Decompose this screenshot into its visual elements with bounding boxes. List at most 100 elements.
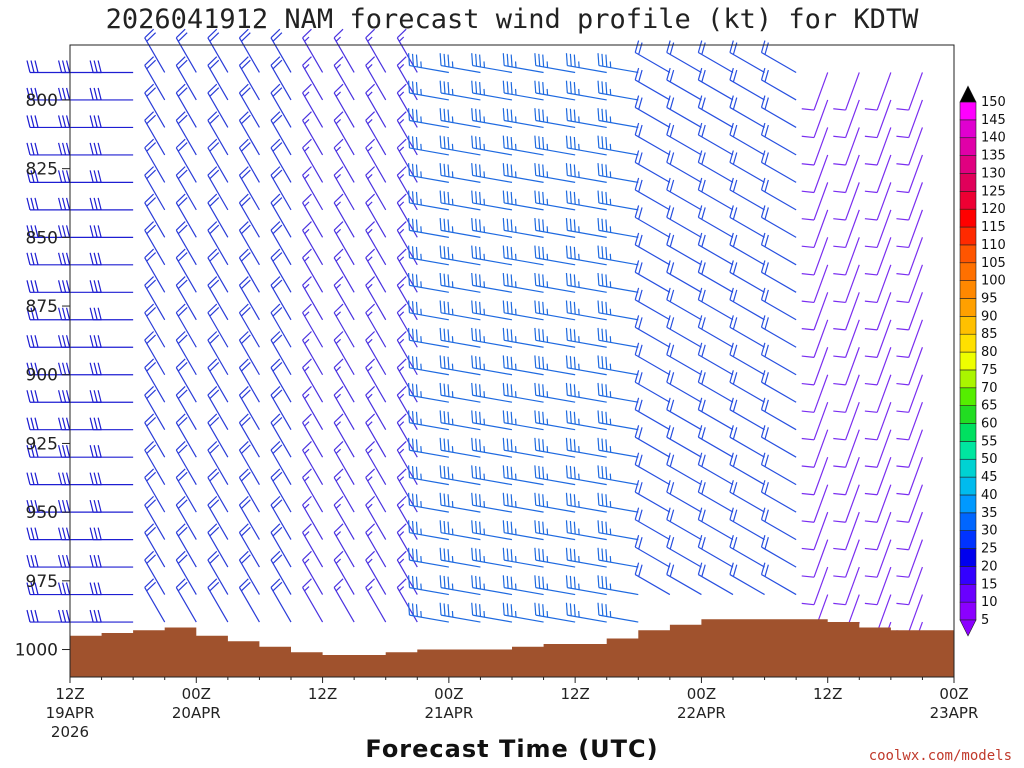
wind-barb [407,602,449,623]
wind-barb [57,609,102,623]
wind-barb [729,370,765,403]
wind-barb [729,425,765,458]
wind-barb [302,111,324,156]
wind-barb [597,53,639,74]
wind-barb [333,138,355,183]
wind-barb [302,166,324,211]
colorbar-tick-label: 45 [981,470,998,485]
x-tick-label: 20APR [172,704,221,722]
wind-barb [634,397,671,431]
wind-barb [666,232,702,266]
colorbar-tick-label: 20 [981,559,998,574]
wind-barb [534,520,576,541]
colorbar-segment [959,262,977,281]
wind-barb [439,465,481,486]
wind-barb [439,108,481,129]
wind-barb [407,355,449,376]
wind-barb [502,520,544,541]
wind-barb [864,566,892,606]
wind-barb [89,472,134,486]
colorbar-segment [959,208,977,228]
y-tick-label: 800 [26,91,58,111]
wind-barb [864,484,892,523]
wind-barb [534,410,576,431]
wind-barb [565,382,607,403]
wind-barb [597,547,639,568]
wind-barb [864,511,892,551]
wind-barb [634,562,671,596]
wind-barb [333,193,355,238]
wind-barb [502,163,544,183]
wind-barb [471,135,513,156]
wind-barb [175,413,197,458]
wind-barb [270,523,292,568]
wind-barb [365,578,387,623]
wind-barb [471,218,513,238]
wind-barb [565,355,607,376]
wind-barb [365,413,387,458]
wind-barb [565,575,607,596]
wind-barb [896,209,923,249]
wind-barb [697,67,734,101]
wind-barb [801,566,829,606]
wind-barb [801,319,829,358]
x-tick-label: 23APR [930,704,979,722]
wind-barb [760,205,797,238]
wind-barb [896,292,923,331]
wind-barb [634,315,671,348]
wind-barb [697,480,734,513]
colorbar-tick-label: 115 [981,220,1006,235]
wind-barb [270,111,292,156]
wind-barb [302,578,324,623]
wind-barb [270,166,292,211]
colorbar-top-arrow [959,85,977,103]
wind-barb [144,193,166,238]
wind-barb [175,386,197,430]
colorbar-segment [959,137,977,156]
wind-barb [864,594,892,633]
wind-barb [144,440,166,485]
wind-barb [565,602,607,623]
wind-barb [864,264,892,304]
x-tick-label: 12Z [55,685,84,703]
wind-barb [534,245,576,266]
wind-barb [502,547,544,568]
colorbar-tick-label: 145 [981,113,1006,128]
wind-barb [729,122,765,156]
wind-barb [864,374,892,413]
wind-barb [26,609,70,623]
wind-barb [407,245,449,266]
wind-barb [471,300,513,321]
wind-barb [502,245,544,266]
wind-barb [407,492,449,513]
wind-barb [238,331,260,376]
wind-barb [565,437,607,458]
colorbar-segment [959,155,977,174]
wind-barb [407,410,449,431]
colorbar-segment [959,280,977,299]
wind-barb [175,83,197,128]
wind-barb [238,166,260,211]
wind-barb [502,53,544,74]
wind-barb [238,56,260,101]
wind-barb [597,80,639,101]
wind-barb [697,452,734,486]
wind-barb [896,99,923,139]
wind-barb [534,190,576,211]
wind-barb [89,87,134,101]
wind-barb [634,425,671,458]
wind-barb [502,492,544,513]
wind-barb [89,115,134,129]
colorbar-bottom-arrow [959,619,977,637]
wind-barb [833,539,860,578]
wind-barb [207,358,229,403]
wind-barb [760,315,797,348]
wind-barb [833,264,860,304]
wind-barb [534,575,576,596]
colorbar-segment [959,423,977,442]
wind-barb [666,122,702,156]
wind-barb [270,276,292,321]
wind-barb [565,80,607,101]
wind-barb [471,108,513,129]
wind-barb [175,358,197,403]
